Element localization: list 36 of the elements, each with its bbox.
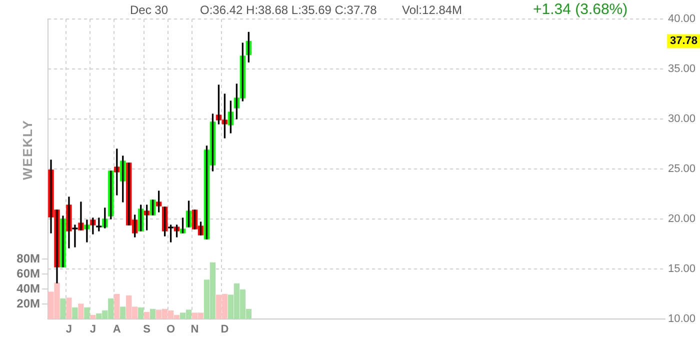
text: Dec 30 bbox=[130, 3, 168, 17]
bar bbox=[66, 298, 72, 319]
x-tick-label: S bbox=[143, 324, 151, 336]
y-tick-label: 35.00 bbox=[668, 63, 696, 76]
y-tick-label: 10.00 bbox=[668, 313, 696, 326]
bar bbox=[78, 304, 84, 319]
y-tick-label: 25.00 bbox=[668, 163, 696, 176]
y2-tick-label: 40M bbox=[16, 281, 40, 296]
y2-tick-label: 60M bbox=[16, 266, 40, 280]
x-tick-label: O bbox=[166, 324, 176, 336]
text: O:36.42 H:38.68 L:35.69 C:37.78 bbox=[200, 3, 377, 17]
y-tick-label: 15.00 bbox=[668, 263, 696, 276]
bar bbox=[120, 306, 126, 319]
bar bbox=[150, 308, 156, 319]
annotation: 37.78 bbox=[670, 35, 698, 48]
x-tick-label: A bbox=[112, 324, 121, 336]
bar bbox=[84, 307, 90, 319]
x-tick-label: J bbox=[66, 324, 72, 336]
y-tick-label: 20.00 bbox=[668, 213, 696, 226]
y2-tick-label: 80M bbox=[16, 251, 40, 266]
x-tick-label: D bbox=[220, 324, 229, 336]
y-tick-label: 40.00 bbox=[668, 13, 696, 26]
candlestick bbox=[150, 200, 156, 216]
x-tick-label: N bbox=[190, 324, 199, 336]
y-tick-label: 30.00 bbox=[668, 113, 696, 126]
text: WEEKLY bbox=[20, 120, 35, 180]
text: +1.34 (3.68%) bbox=[533, 1, 628, 18]
bar bbox=[138, 307, 144, 319]
x-tick-label: J bbox=[90, 324, 96, 336]
bar bbox=[72, 307, 78, 319]
bar bbox=[60, 298, 66, 319]
text: Vol:12.84M bbox=[402, 3, 462, 17]
y2-tick-label: 20M bbox=[16, 296, 40, 310]
bar bbox=[144, 312, 150, 319]
bar bbox=[90, 314, 96, 319]
bar bbox=[114, 294, 120, 319]
